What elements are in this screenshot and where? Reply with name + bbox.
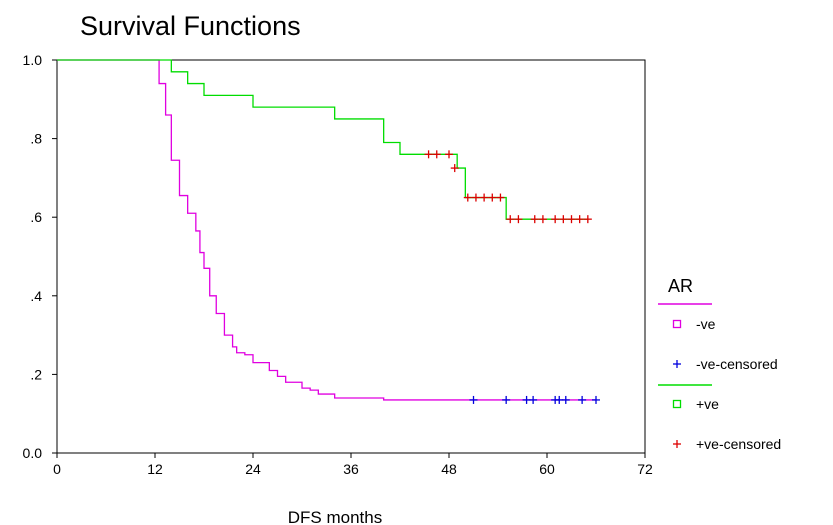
y-tick-label: 1.0: [23, 52, 43, 68]
censor-mark: [502, 395, 511, 404]
legend-label: +ve: [696, 396, 719, 412]
x-tick-label: 48: [441, 461, 457, 477]
legend-item: -ve-censored: [673, 356, 778, 372]
x-tick-label: 24: [245, 461, 261, 477]
legend: AR -ve -ve-censored +ve +ve-censored: [658, 276, 781, 452]
y-tick-label: .8: [30, 131, 42, 147]
legend-item: -ve: [658, 303, 716, 332]
censor-mark: [529, 395, 538, 404]
survival-curve-positive: [57, 59, 588, 220]
censor-mark: [551, 215, 560, 224]
x-tick-label: 36: [343, 461, 359, 477]
y-tick-label: 0.0: [23, 445, 43, 461]
censor-mark: [561, 395, 570, 404]
x-tick-label: 0: [53, 461, 61, 477]
censor-mark: [530, 215, 539, 224]
censor-mark: [592, 395, 600, 404]
censor-mark: [424, 150, 433, 159]
censor-mark: [445, 150, 453, 159]
censor-mark: [471, 193, 480, 202]
censor-mark: [538, 215, 547, 224]
censor-mark: [488, 193, 497, 202]
legend-label: -ve-censored: [696, 356, 778, 372]
legend-item: +ve: [658, 384, 719, 412]
survival-curve-negative: [57, 59, 596, 401]
censor-mark: [450, 164, 459, 173]
x-tick-label: 12: [147, 461, 163, 477]
censor-mark: [432, 150, 441, 159]
censor-mark: [469, 395, 478, 404]
y-axis: 0.0 .2 .4 .6 .8 1.0: [23, 52, 57, 461]
censor-mark: [578, 395, 587, 404]
censor-mark: [559, 215, 568, 224]
x-tick-label: 60: [539, 461, 555, 477]
censor-mark: [575, 215, 584, 224]
y-tick-label: .4: [30, 288, 42, 304]
censor-mark: [496, 193, 505, 202]
censor-mark: [463, 193, 472, 202]
legend-item: +ve-censored: [673, 436, 781, 452]
x-tick-label: 72: [637, 461, 653, 477]
censor-marks: [424, 150, 600, 404]
legend-label: -ve: [696, 316, 716, 332]
legend-title: AR: [668, 276, 693, 296]
x-axis: 0 12 24 36 48 60 72: [53, 453, 653, 477]
censor-mark: [506, 215, 515, 224]
y-tick-label: .2: [30, 366, 42, 382]
censor-mark: [514, 215, 523, 224]
censor-mark: [583, 215, 592, 224]
censor-mark: [480, 193, 489, 202]
series-lines: [57, 59, 596, 401]
censor-mark: [567, 215, 576, 224]
chart-title: Survival Functions: [80, 11, 301, 41]
legend-label: +ve-censored: [696, 436, 781, 452]
y-tick-label: .6: [30, 209, 42, 225]
x-axis-title: DFS months: [288, 508, 382, 525]
